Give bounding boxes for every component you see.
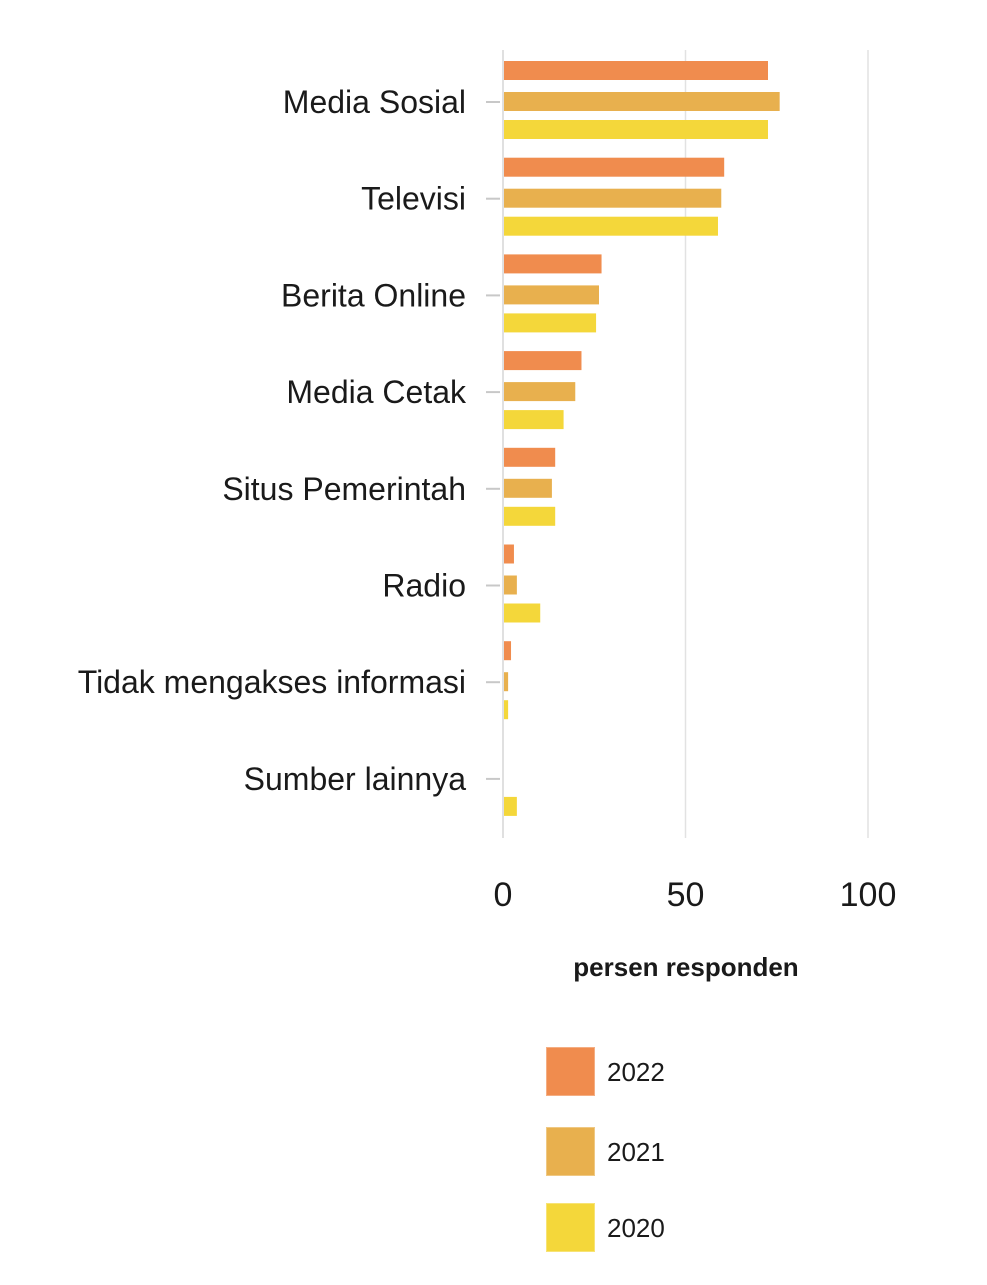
legend-swatch-2020 xyxy=(546,1203,595,1252)
legend-swatch-2021 xyxy=(546,1127,595,1176)
bar-2021-0 xyxy=(504,92,780,111)
category-label: Televisi xyxy=(361,181,466,217)
grid-layer xyxy=(684,50,869,838)
bar-2021-3 xyxy=(504,382,576,402)
category-label: Tidak mengakses informasi xyxy=(78,664,466,700)
bar-2022-1 xyxy=(504,157,725,177)
category-label: Media Sosial xyxy=(283,84,466,120)
category-label: Situs Pemerintah xyxy=(222,471,466,507)
bar-2020-2 xyxy=(504,313,597,333)
bars xyxy=(504,61,780,816)
bar-2021-2 xyxy=(504,285,599,305)
legend-label: 2022 xyxy=(607,1057,665,1087)
bar-2021-4 xyxy=(504,478,552,498)
legend-swatch-2022 xyxy=(546,1047,595,1096)
bar-2020-3 xyxy=(504,410,564,430)
bar-2020-0 xyxy=(504,120,768,139)
bar-2021-1 xyxy=(504,188,722,208)
y-axis xyxy=(486,50,504,838)
bar-2022-3 xyxy=(504,351,582,371)
category-label: Media Cetak xyxy=(286,374,467,410)
x-tick-labels: 0 50 100 xyxy=(494,876,897,914)
bar-2020-4 xyxy=(504,506,556,526)
bar-2020-6 xyxy=(504,700,509,720)
bar-2021-5 xyxy=(504,575,517,595)
category-labels: Media Sosial Televisi Berita Online Media C… xyxy=(78,84,467,797)
bar-2022-4 xyxy=(504,447,556,467)
category-label: Sumber lainnya xyxy=(244,761,467,797)
legend: 2022 2021 2020 xyxy=(546,1047,665,1252)
category-label: Berita Online xyxy=(281,277,466,313)
bar-2022-2 xyxy=(504,254,602,274)
bar-2020-7 xyxy=(504,796,517,816)
x-tick-label: 50 xyxy=(667,876,705,914)
bar-2021-6 xyxy=(504,672,509,692)
bar-2020-1 xyxy=(504,216,718,236)
x-axis-label: persen responden xyxy=(573,952,798,982)
legend-label: 2021 xyxy=(607,1137,665,1167)
bar-2022-5 xyxy=(504,544,514,564)
x-tick-label: 100 xyxy=(840,876,897,914)
bar-2022-6 xyxy=(504,641,512,661)
bar-2020-5 xyxy=(504,603,541,623)
bar-2022-0 xyxy=(504,61,768,80)
x-tick-label: 0 xyxy=(494,876,513,914)
legend-label: 2020 xyxy=(607,1213,665,1243)
category-label: Radio xyxy=(382,568,466,604)
